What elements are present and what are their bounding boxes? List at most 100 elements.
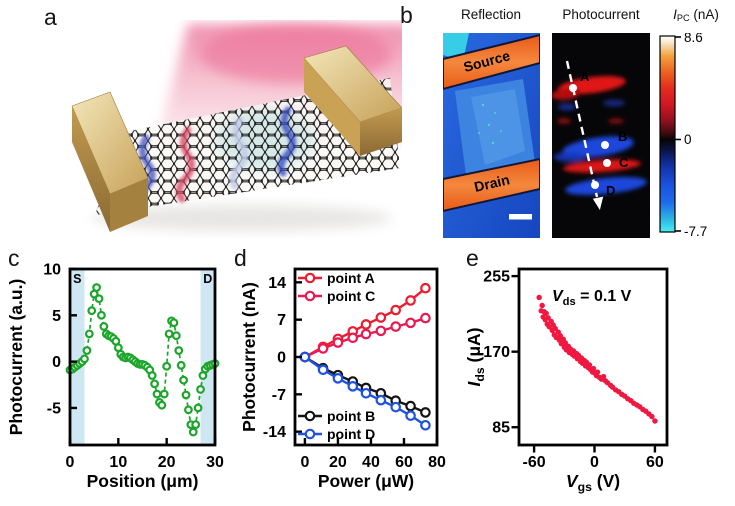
point-d-dot xyxy=(591,181,599,189)
svg-text:170: 170 xyxy=(483,344,510,361)
svg-text:20: 20 xyxy=(329,454,347,471)
svg-text:10: 10 xyxy=(109,454,127,471)
point-d-label: D xyxy=(606,183,615,198)
line-scan-arrow xyxy=(565,60,604,210)
svg-text:14: 14 xyxy=(268,275,286,292)
colorbar-gradient xyxy=(659,35,676,233)
x-axis-label: Vgs (V) xyxy=(566,471,620,494)
point-a-label: A xyxy=(580,69,590,84)
y-axis-ticks: -5 0 5 10 xyxy=(43,262,77,417)
flake-speckles xyxy=(478,103,502,145)
svg-text:0: 0 xyxy=(66,454,75,471)
svg-text:5: 5 xyxy=(52,308,61,325)
svg-text:40: 40 xyxy=(362,454,380,471)
svg-text:point D: point D xyxy=(327,426,375,442)
chart-power-dependence: 0 20 40 60 80 -14 -7 0 7 14 Power (μW) Photocurrent… xyxy=(239,267,446,491)
y-axis-label: Photocurrent (a.u.) xyxy=(6,279,26,436)
chart-transfer-curve: -60 0 60 85 170 255 Vgs (V) Ids (μA) Vds = 0.1 V xyxy=(464,267,669,494)
svg-text:point A: point A xyxy=(327,270,375,286)
shaded-region-D xyxy=(200,269,215,445)
svg-text:85: 85 xyxy=(492,420,510,437)
colorbar-tick-labels: 8.6 0 -7.7 xyxy=(684,33,707,238)
x-axis-ticks: 0 10 20 30 xyxy=(66,438,224,471)
y-axis-ticks: -14 -7 0 7 14 xyxy=(263,275,302,441)
measurement-points: A B C D xyxy=(569,69,629,198)
reflection-title: Reflection xyxy=(460,7,522,22)
colorbar-max-label: 8.6 xyxy=(684,33,703,45)
svg-text:10: 10 xyxy=(43,262,61,279)
svg-text:0: 0 xyxy=(277,350,286,367)
svg-text:0: 0 xyxy=(590,454,599,471)
svg-text:0: 0 xyxy=(52,354,61,371)
svg-text:60: 60 xyxy=(395,454,413,471)
legend-point-A: point A xyxy=(298,270,375,286)
colorbar: 8.6 0 -7.7 xyxy=(659,33,707,238)
electrode-right xyxy=(303,45,402,156)
plot-frame xyxy=(68,267,217,447)
region-label-S: S xyxy=(73,272,81,286)
plot-frame xyxy=(293,267,439,447)
panel-label-b: b xyxy=(400,2,413,28)
drain-label: Drain xyxy=(473,171,511,195)
x-axis-ticks: 0 20 40 60 80 xyxy=(300,438,446,471)
svg-text:-7: -7 xyxy=(272,387,286,404)
photocurrent-blobs xyxy=(552,76,647,196)
panel-label-e: e xyxy=(466,245,479,271)
svg-text:80: 80 xyxy=(428,454,446,471)
photocurrent-title: Photocurrent xyxy=(562,7,640,22)
x-axis-label: Position (μm) xyxy=(87,471,199,491)
flake-inner xyxy=(471,89,525,165)
panel-a-illustration xyxy=(71,24,402,232)
drain-electrode-band: Drain xyxy=(443,157,540,213)
svg-text:30: 30 xyxy=(206,454,224,471)
colorbar-title: IPC (nA) xyxy=(658,7,734,24)
reflection-map: Source Drain xyxy=(443,33,540,238)
legend-point-D: point D xyxy=(298,426,375,442)
svg-text:20: 20 xyxy=(158,454,176,471)
colorbar-zero-label: 0 xyxy=(684,132,692,147)
svg-text:0: 0 xyxy=(300,454,309,471)
shadow xyxy=(92,205,392,231)
point-c-dot xyxy=(603,159,611,167)
svg-text:-14: -14 xyxy=(263,424,286,441)
shaded-region-S xyxy=(70,269,85,445)
region-label-D: D xyxy=(203,272,212,286)
plot-frame xyxy=(517,267,669,447)
point-b-dot xyxy=(601,141,609,149)
svg-text:-60: -60 xyxy=(523,454,546,471)
colorbar-title-sub: PC xyxy=(676,13,690,24)
y-axis-label: Ids (μA) xyxy=(464,327,487,386)
y-axis-ticks: 85 170 255 xyxy=(483,269,518,437)
point-b-label: B xyxy=(618,129,627,144)
svg-text:7: 7 xyxy=(277,312,286,329)
legend-point-C: point C xyxy=(298,288,375,304)
series-point-C xyxy=(299,312,431,363)
point-a-dot xyxy=(569,84,577,92)
colorbar-title-symbol: I xyxy=(673,7,677,22)
svg-text:-5: -5 xyxy=(47,400,61,417)
source-electrode-band: Source xyxy=(443,33,540,91)
electrode-left xyxy=(71,91,149,232)
colorbar-ticks xyxy=(675,36,681,232)
series-photocurrent-profile xyxy=(65,283,220,437)
series-point-D xyxy=(299,351,431,431)
x-axis-ticks: -60 0 60 xyxy=(523,446,664,471)
y-axis-label: Photocurrent (nA) xyxy=(239,282,259,432)
x-axis-label: Power (μW) xyxy=(318,471,414,491)
panel-label-d: d xyxy=(234,245,247,271)
scale-bar xyxy=(509,214,532,220)
svg-text:point C: point C xyxy=(327,288,375,304)
panel-label-a: a xyxy=(44,4,57,30)
svg-text:255: 255 xyxy=(483,269,510,286)
svg-text:point B: point B xyxy=(327,408,375,424)
svg-text:60: 60 xyxy=(646,454,664,471)
colorbar-min-label: -7.7 xyxy=(684,224,707,238)
panel-label-c: c xyxy=(8,245,20,271)
annotation: Vds = 0.1 V xyxy=(552,288,632,308)
series-Ids-vs-Vgs xyxy=(536,294,658,424)
colorbar-title-unit: (nA) xyxy=(689,7,719,22)
photocurrent-map: A B C D xyxy=(552,33,650,238)
point-c-label: C xyxy=(619,155,629,170)
